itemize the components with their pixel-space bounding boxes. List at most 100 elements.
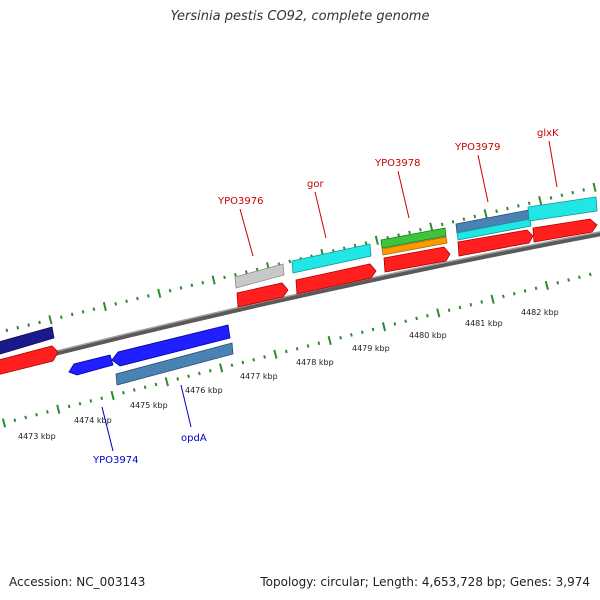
upper-tick: [560, 193, 564, 198]
lower-tick: [46, 410, 49, 414]
lower-tick: [208, 368, 212, 373]
upper-tick: [16, 325, 20, 330]
upper-tick: [70, 312, 74, 317]
cds-red-left[interactable]: [0, 345, 59, 375]
upper-tick: [38, 320, 41, 325]
upper-tick: [353, 243, 357, 248]
lower-tick: [404, 319, 408, 324]
feature-green-ypo3978[interactable]: [380, 227, 447, 249]
feature-blue-opda[interactable]: [111, 324, 231, 367]
kbp-label-4475: 4475 kbp: [130, 401, 168, 410]
genome-backbone: [0, 231, 600, 371]
upper-tick: [364, 241, 368, 245]
gene-label-gor[interactable]: gor: [307, 179, 327, 239]
lower-tick: [273, 349, 278, 359]
lower-tick: [241, 360, 245, 365]
lower-tick: [317, 341, 321, 346]
upper-tick: [374, 235, 379, 245]
upper-tick: [495, 209, 498, 213]
lower-tick: [13, 418, 17, 423]
feature-cyan-ypo3979[interactable]: [456, 218, 532, 241]
gene-label-ypo3978[interactable]: YPO3978: [374, 158, 420, 219]
lower-tick: [371, 327, 375, 332]
feature-orange-ypo3978[interactable]: [381, 236, 448, 256]
upper-tick: [592, 182, 597, 192]
lower-tick: [381, 322, 387, 332]
gene-label-ypo3979[interactable]: YPO3979: [454, 142, 500, 203]
lower-tick: [534, 286, 538, 291]
lower-tick: [393, 322, 397, 326]
svg-text:glxK: glxK: [537, 128, 559, 139]
upper-tick: [462, 217, 466, 221]
feature-blue-ypo3974[interactable]: [68, 354, 114, 376]
upper-tick: [451, 219, 455, 224]
upper-tick: [429, 222, 434, 232]
lower-tick: [339, 335, 342, 340]
cds-red-glxk[interactable]: [532, 218, 598, 243]
feature-cyan-gor[interactable]: [291, 243, 372, 274]
upper-tick: [59, 315, 63, 319]
upper-tick: [408, 230, 411, 235]
lower-tick: [154, 382, 158, 387]
feature-cyan-glxk[interactable]: [527, 196, 598, 222]
feature-navy-left[interactable]: [0, 326, 55, 355]
feature-grey-ypo3976[interactable]: [234, 263, 285, 289]
upper-tick: [223, 275, 226, 280]
lower-tick: [578, 275, 581, 280]
cds-red-ypo3976[interactable]: [236, 282, 289, 308]
lower-tick: [426, 313, 429, 318]
lower-tick: [544, 280, 549, 291]
upper-tick: [27, 323, 30, 327]
kbp-label-4480: 4480 kbp: [409, 331, 447, 340]
lower-tick: [502, 294, 505, 299]
lower-tick: [263, 355, 266, 359]
lower-tick: [219, 363, 224, 373]
kbp-label-4474: 4474 kbp: [74, 416, 112, 425]
upper-tick: [211, 275, 216, 285]
upper-tick: [234, 272, 237, 277]
upper-tick: [5, 328, 9, 333]
cds-red-ypo3979[interactable]: [457, 229, 534, 257]
lower-tick: [306, 344, 310, 348]
lower-tick: [67, 404, 71, 409]
lower-tick: [110, 390, 115, 401]
map-title: Yersinia pestis CO92, complete genome: [170, 9, 430, 24]
kbp-label-4479: 4479 kbp: [352, 344, 390, 353]
upper-tick: [506, 206, 509, 211]
upper-tick: [582, 188, 585, 192]
upper-tick: [48, 315, 53, 325]
lower-tick: [415, 316, 418, 321]
lower-tick-track: [1, 272, 592, 428]
gene-label-ypo3976[interactable]: YPO3976: [217, 196, 263, 257]
upper-tick: [483, 209, 488, 219]
kbp-label-4477: 4477 kbp: [240, 372, 278, 381]
gene-label-ypo3974[interactable]: YPO3974: [92, 406, 138, 466]
lower-tick: [327, 335, 332, 346]
upper-tick: [114, 302, 118, 306]
svg-text:YPO3978: YPO3978: [374, 158, 420, 169]
lower-tick: [447, 308, 451, 313]
lower-tick: [187, 374, 190, 379]
lower-tick: [252, 357, 256, 362]
lower-tick: [469, 302, 473, 307]
gene-label-opda[interactable]: opdA: [180, 384, 207, 444]
kbp-label-4482: 4482 kbp: [521, 308, 559, 317]
kbp-label-4476: 4476 kbp: [185, 386, 223, 395]
lower-tick: [230, 363, 234, 368]
svg-text:YPO3976: YPO3976: [217, 196, 263, 207]
upper-tick: [92, 307, 96, 311]
feature-steel-opda[interactable]: [115, 342, 234, 386]
cds-red-gor[interactable]: [295, 263, 377, 295]
upper-tick: [136, 296, 139, 301]
upper-tick: [527, 201, 531, 206]
gene-label-glxk[interactable]: glxK: [537, 128, 559, 188]
upper-tick: [517, 204, 520, 208]
lower-tick: [78, 401, 82, 406]
lower-tick: [436, 308, 441, 318]
lower-tick: [1, 418, 7, 428]
upper-tick: [102, 301, 107, 312]
lower-tick: [588, 272, 592, 277]
cds-red-ypo3978[interactable]: [383, 246, 451, 273]
lower-tick: [523, 289, 527, 293]
